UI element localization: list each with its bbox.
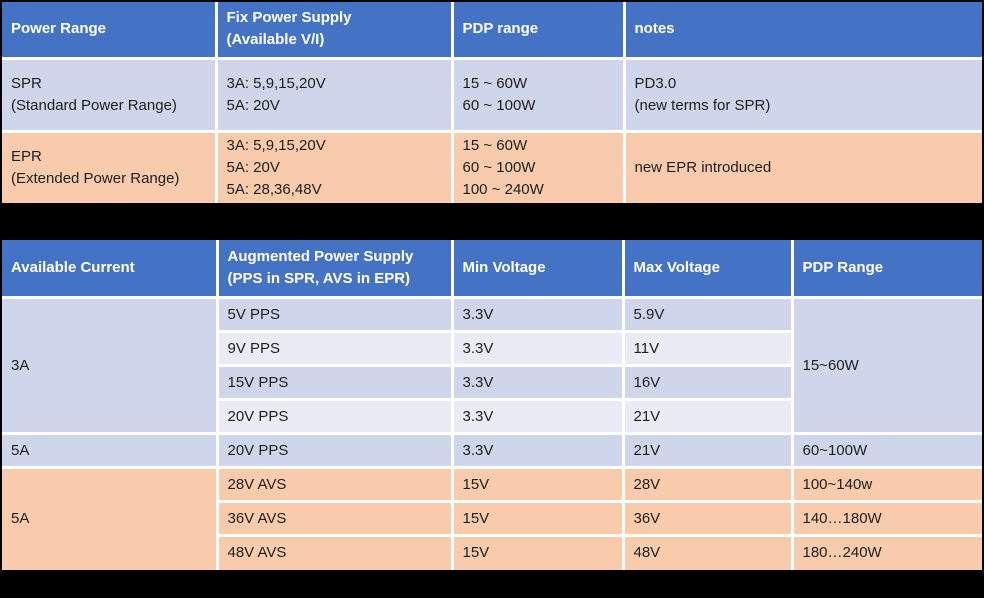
row-28v-avs: 5A 28V AVS 15V 28V 100~140w (0, 466, 984, 571)
cell-supply: 20V PPS (215, 432, 454, 469)
header-power-range: Power Range (0, 0, 218, 60)
cell-supply: 15V PPS (215, 364, 454, 401)
cell-epr-pdp-range: 15 ~ 60W 60 ~ 100W 100 ~ 240W (450, 129, 626, 204)
cell-epr-notes: new EPR introduced (622, 129, 984, 204)
cell-spr-notes: PD3.0 (new terms for SPR) (622, 56, 984, 133)
power-range-table-header-row: Power Range Fix Power Supply (Available … (0, 0, 984, 60)
row-15v-pps: 15V PPS 3.3V 16V (2, 364, 982, 401)
cell-pdp-3a: 15~60W (790, 296, 984, 435)
cell-max-voltage: 11V (621, 330, 794, 367)
cell-min-voltage: 3.3V (450, 432, 625, 469)
cell-supply: 28V AVS (215, 466, 454, 503)
cell-max-voltage: 48V (621, 534, 794, 571)
cell-max-voltage: 5.9V (621, 296, 794, 333)
row-48v-avs: 48V AVS 15V 48V 180…240W (2, 534, 984, 571)
header-augmented-power-supply: Augmented Power Supply (PPS in SPR, AVS … (215, 238, 454, 299)
row-9v-pps: 9V PPS 3.3V 11V (2, 330, 982, 367)
cell-supply: 48V AVS (215, 534, 454, 571)
header-available-current: Available Current (0, 238, 219, 299)
header-min-voltage: Min Voltage (450, 238, 625, 299)
cell-pdp: 140…180W (790, 500, 984, 537)
power-range-table: Power Range Fix Power Supply (Available … (0, 0, 984, 204)
cell-pdp: 100~140w (790, 466, 984, 503)
cell-pdp: 180…240W (790, 534, 984, 571)
black-divider-band (2, 203, 982, 240)
cell-min-voltage: 3.3V (450, 398, 625, 435)
cell-current-5a-epr: 5A (0, 466, 219, 571)
row-spr: SPR (Standard Power Range) 3A: 5,9,15,20… (0, 56, 984, 133)
cell-current-3a: 3A (0, 296, 219, 435)
cell-max-voltage: 21V (621, 398, 794, 435)
cell-spr-power-range: SPR (Standard Power Range) (0, 56, 218, 133)
row-20v-pps-3a: 20V PPS 3.3V 21V (2, 398, 982, 435)
power-range-tables-page: Power Range Fix Power Supply (Available … (0, 0, 984, 571)
cell-min-voltage: 15V (450, 466, 625, 503)
row-epr: EPR (Extended Power Range) 3A: 5,9,15,20… (0, 129, 984, 204)
cell-min-voltage: 15V (450, 534, 625, 571)
row-36v-avs: 36V AVS 15V 36V 140…180W (2, 500, 984, 537)
cell-current-5a: 5A (0, 432, 219, 469)
cell-supply: 20V PPS (215, 398, 454, 435)
row-5v-pps: 3A 5V PPS 3.3V 5.9V 15~60W (0, 296, 984, 435)
cell-epr-fix-power-supply: 3A: 5,9,15,20V 5A: 20V 5A: 28,36,48V (214, 129, 454, 204)
cell-min-voltage: 3.3V (450, 330, 625, 367)
header-pdp-range: PDP range (450, 0, 626, 60)
cell-max-voltage: 16V (621, 364, 794, 401)
header-pdp-range-2: PDP Range (790, 238, 984, 299)
cell-supply: 9V PPS (215, 330, 454, 367)
cell-min-voltage: 3.3V (450, 364, 625, 401)
header-max-voltage: Max Voltage (621, 238, 794, 299)
cell-epr-power-range: EPR (Extended Power Range) (0, 129, 218, 204)
header-fix-power-supply: Fix Power Supply (Available V/I) (214, 0, 454, 60)
augmented-power-supply-table: Available Current Augmented Power Supply… (0, 238, 984, 571)
cell-min-voltage: 3.3V (450, 296, 625, 333)
augmented-table-header-row: Available Current Augmented Power Supply… (0, 238, 984, 299)
cell-spr-fix-power-supply: 3A: 5,9,15,20V 5A: 20V (214, 56, 454, 133)
cell-supply: 36V AVS (215, 500, 454, 537)
cell-spr-pdp-range: 15 ~ 60W 60 ~ 100W (450, 56, 626, 133)
cell-min-voltage: 15V (450, 500, 625, 537)
row-20v-pps-5a: 5A 20V PPS 3.3V 21V 60~100W (0, 432, 984, 469)
cell-max-voltage: 21V (621, 432, 794, 469)
cell-pdp: 60~100W (790, 432, 984, 469)
cell-max-voltage: 28V (621, 466, 794, 503)
cell-max-voltage: 36V (621, 500, 794, 537)
cell-supply: 5V PPS (215, 296, 454, 333)
header-notes: notes (622, 0, 984, 60)
